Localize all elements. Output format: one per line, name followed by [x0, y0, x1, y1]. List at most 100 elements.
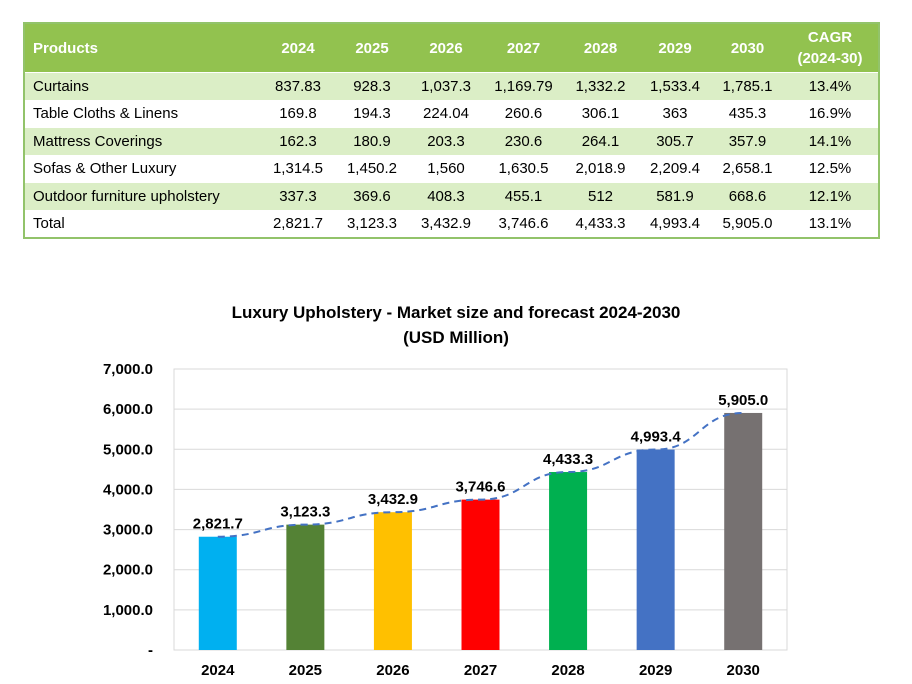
row-label: Sofas & Other Luxury: [24, 154, 261, 183]
value-cell: 169.8: [261, 99, 335, 128]
value-cell: 1,450.2: [335, 154, 409, 183]
cagr-cell: 13.4%: [782, 72, 879, 100]
value-cell: 1,560: [409, 154, 483, 183]
bar-2026: [373, 512, 412, 650]
value-cell: 162.3: [261, 127, 335, 155]
row-label: Outdoor furniture upholstery: [24, 182, 261, 210]
bar-2029: [636, 449, 675, 650]
y-tick-label: 3,000.0: [103, 522, 153, 539]
value-cell: 1,314.5: [261, 154, 335, 183]
y-tick-label: 5,000.0: [103, 441, 153, 458]
data-label: 4,433.3: [543, 451, 593, 468]
header-2028: 2028: [583, 39, 618, 57]
value-cell: 2,018.9: [564, 154, 637, 183]
data-label: 5,905.0: [718, 392, 768, 409]
value-cell: 305.7: [637, 127, 713, 155]
cagr-cell: 14.1%: [782, 127, 879, 155]
chart-title: Luxury Upholstery - Market size and fore…: [231, 303, 681, 322]
data-label: 3,432.9: [368, 491, 418, 508]
value-cell: 194.3: [335, 99, 409, 128]
value-cell: 408.3: [409, 182, 483, 210]
y-tick-label: 1,000.0: [103, 602, 153, 619]
row-label: Mattress Coverings: [24, 127, 261, 155]
value-cell: 3,123.3: [335, 209, 409, 238]
value-cell: 4,993.4: [637, 209, 713, 238]
row-label: Curtains: [24, 72, 261, 100]
value-cell: 357.9: [713, 127, 782, 155]
value-cell: 203.3: [409, 127, 483, 155]
value-cell: 264.1: [564, 127, 637, 155]
value-cell: 512: [564, 182, 637, 210]
value-cell: 3,746.6: [483, 209, 564, 238]
table-header-row: Products 2024 2025 2026 2027 2028 2029 2…: [24, 23, 879, 73]
table-row: Outdoor furniture upholstery 337.3 369.6 40…: [24, 182, 879, 210]
value-cell: 337.3: [261, 182, 335, 210]
market-size-table: Products 2024 2025 2026 2027 2028 2029 2…: [23, 22, 880, 239]
x-tick-label: 2024: [201, 662, 235, 679]
bar-2028: [549, 472, 588, 650]
header-2027: 2027: [506, 39, 541, 57]
header-products: Products: [33, 39, 99, 57]
table-row: Table Cloths & Linens 169.8 194.3 224.04 260…: [24, 99, 879, 128]
value-cell: 1,169.79: [483, 72, 564, 100]
value-cell: 2,209.4: [637, 154, 713, 183]
y-tick-label: 6,000.0: [103, 401, 153, 418]
value-cell: 2,821.7: [261, 209, 335, 238]
header-2025: 2025: [355, 39, 389, 57]
bar-2030: [724, 412, 763, 650]
value-cell: 1,037.3: [409, 72, 483, 100]
value-cell: 230.6: [483, 127, 564, 155]
bar-2027: [461, 499, 500, 650]
value-cell: 5,905.0: [713, 209, 782, 238]
x-tick-label: 2030: [727, 662, 760, 679]
table-row: Curtains 837.83 928.3 1,037.3 1,169.79 1,332.…: [24, 72, 879, 100]
cagr-cell: 13.1%: [782, 209, 879, 238]
header-cagr-line1: CAGR: [807, 29, 853, 46]
row-label: Total: [24, 209, 261, 238]
header-cagr: CAGR (2024-30): [782, 23, 879, 73]
data-label: 2,821.7: [193, 516, 243, 533]
value-cell: 581.9: [637, 182, 713, 210]
trendline: [217, 411, 744, 538]
cagr-cell: 12.1%: [782, 182, 879, 210]
value-cell: 2,658.1: [713, 154, 782, 183]
value-cell: 837.83: [261, 72, 335, 100]
row-label: Table Cloths & Linens: [24, 99, 261, 128]
data-label: 3,123.3: [280, 504, 330, 521]
value-cell: 1,533.4: [637, 72, 713, 100]
value-cell: 260.6: [483, 99, 564, 128]
data-label: 4,993.4: [631, 429, 682, 446]
table-row: Sofas & Other Luxury 1,314.5 1,450.2 1,560 1…: [24, 154, 879, 183]
cagr-cell: 16.9%: [782, 99, 879, 128]
chart-canvas: - 1,000.0 2,000.0 3,000.0 4,000.0 5,000.0 6,00…: [103, 361, 788, 679]
header-2024: 2024: [281, 39, 315, 57]
x-tick-label: 2028: [551, 662, 584, 679]
value-cell: 180.9: [335, 127, 409, 155]
bar-2025: [286, 524, 325, 650]
market-size-chart: Luxury Upholstery - Market size and fore…: [0, 290, 912, 684]
chart-subtitle: (USD Million): [403, 328, 509, 347]
y-tick-label: 2,000.0: [103, 562, 153, 579]
value-cell: 455.1: [483, 182, 564, 210]
value-cell: 1,630.5: [483, 154, 564, 183]
y-tick-label: -: [148, 642, 153, 659]
value-cell: 363: [637, 99, 713, 128]
x-tick-label: 2025: [289, 662, 322, 679]
data-label: 3,746.6: [455, 479, 505, 496]
header-2029: 2029: [658, 39, 692, 57]
value-cell: 668.6: [713, 182, 782, 210]
table-row: Total 2,821.7 3,123.3 3,432.9 3,746.6 4,433.3…: [24, 209, 879, 238]
x-tick-label: 2026: [376, 662, 409, 679]
value-cell: 224.04: [409, 99, 483, 128]
header-2026: 2026: [429, 39, 463, 57]
bar-2024: [198, 536, 237, 650]
cagr-cell: 12.5%: [782, 154, 879, 183]
value-cell: 928.3: [335, 72, 409, 100]
value-cell: 369.6: [335, 182, 409, 210]
table-row: Mattress Coverings 162.3 180.9 203.3 230.6 26…: [24, 127, 879, 155]
x-tick-label: 2029: [639, 662, 672, 679]
y-tick-label: 4,000.0: [103, 481, 153, 498]
y-tick-label: 7,000.0: [103, 361, 153, 378]
data-table: Products 2024 2025 2026 2027 2028 2029 2…: [23, 22, 880, 239]
value-cell: 4,433.3: [564, 209, 637, 238]
